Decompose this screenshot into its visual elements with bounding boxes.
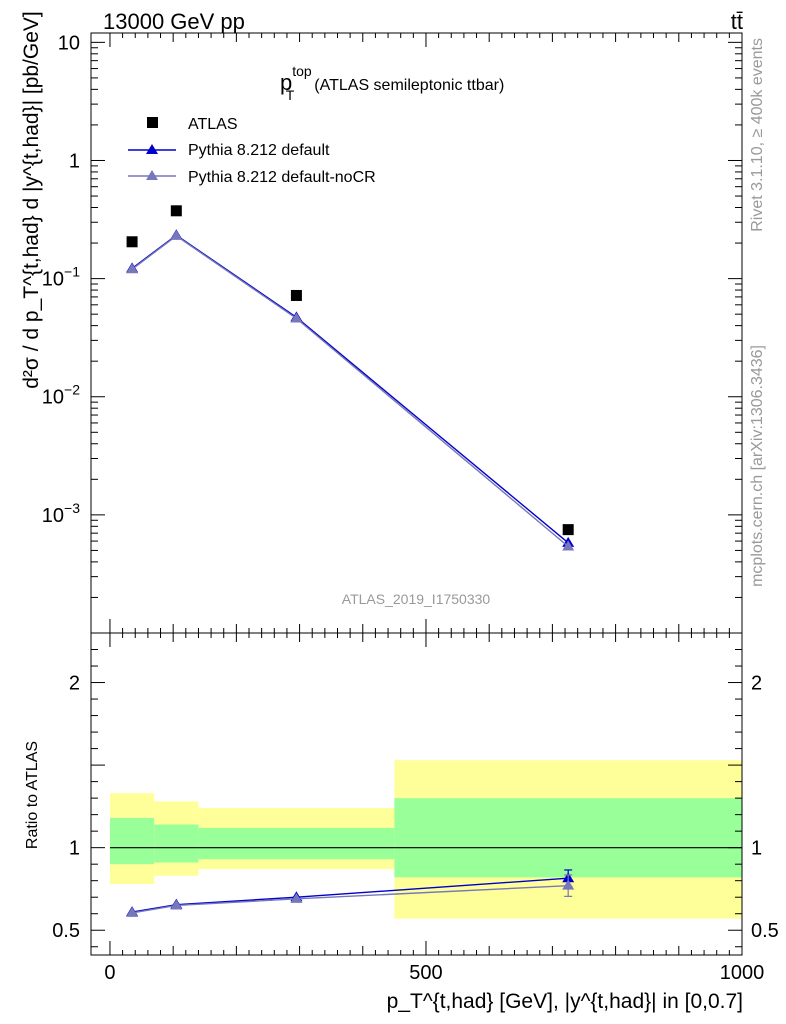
ratio-y-tick-label-right: 0.5 <box>751 920 779 942</box>
ratio-x-tick-labels: 0 500 1000 <box>104 962 764 984</box>
main-y-tick-label: 10−3 <box>42 500 80 527</box>
ratio-y-tick-label-right: 2 <box>751 673 762 695</box>
legend-atlas-marker <box>147 117 158 128</box>
default-series-line <box>131 234 569 544</box>
default-ratio-line <box>131 877 569 913</box>
ratio-y-tick-label-left: 1 <box>69 838 80 860</box>
atlas-data-point <box>126 236 138 248</box>
main-y-tick-label: 1 <box>69 150 80 172</box>
legend: ATLAS Pythia 8.212 default Pythia 8.212 … <box>128 116 376 186</box>
main-y-tick-label: 10−1 <box>42 264 80 291</box>
legend-default-label: Pythia 8.212 default <box>188 142 330 159</box>
atlas-data-point <box>170 205 182 217</box>
nocr-data-point <box>170 229 183 240</box>
rivet-version-label: Rivet 3.1.10, ≥ 400k events <box>749 38 766 232</box>
ratio-panel-frame <box>90 632 743 956</box>
plot-title: ptop T(ATLAS semileptonic ttbar) <box>280 63 504 103</box>
ratio-y-tick-labels: 0.5 0.5 1 1 2 2 <box>52 673 779 943</box>
ratio-axis-ticks <box>91 633 743 955</box>
main-y-axis-label: d²σ / d p_T^{t,had} d |y^{t,had}| [pb/Ge… <box>20 11 43 389</box>
stat-uncertainty-band <box>394 798 742 878</box>
main-y-tick-label: 10 <box>58 32 80 54</box>
energy-label: 13000 GeV pp <box>103 9 245 34</box>
stat-uncertainty-band <box>154 824 199 863</box>
nocr-data-point <box>126 263 139 274</box>
nocr-ratio-point <box>126 906 139 917</box>
ratio-y-tick-label-left: 2 <box>69 673 80 695</box>
ratio-x-tick-label: 1000 <box>720 962 765 984</box>
main-y-tick-label: 10−2 <box>42 382 80 409</box>
ratio-y-tick-label-left: 0.5 <box>52 920 80 942</box>
ratio-panel: 0.5 0.5 1 1 2 2 0 500 1000 Ratio to ATLAS p_T^{… <box>24 632 779 1013</box>
legend-nocr-label: Pythia 8.212 default-noCR <box>188 169 376 186</box>
ratio-x-tick-label: 500 <box>409 962 442 984</box>
legend-atlas-label: ATLAS <box>188 116 238 133</box>
stat-uncertainty-band <box>198 827 395 860</box>
ratio-series-marks <box>126 869 575 917</box>
main-panel: 10 1 10−1 10−2 10−3 ptop T(ATLAS semileptonic… <box>20 11 743 634</box>
atlas-data-point <box>562 524 574 536</box>
nocr-series-line <box>131 235 569 548</box>
nocr-ratio-point <box>562 879 575 890</box>
nocr-data-point <box>562 540 575 551</box>
process-label: tt̄ <box>731 9 743 34</box>
main-series-marks <box>126 205 575 551</box>
legend-nocr-marker <box>146 170 158 180</box>
nocr-ratio-point <box>290 892 303 903</box>
nocr-data-point <box>290 312 303 323</box>
mcplots-reference-label: mcplots.cern.ch [arXiv:1306.3436] <box>749 345 766 587</box>
analysis-watermark: ATLAS_2019_I1750330 <box>342 591 491 607</box>
stat-uncertainty-band <box>109 817 155 865</box>
nocr-ratio-line <box>131 884 569 914</box>
x-axis-label: p_T^{t,had} [GeV], |y^{t,had}| in [0,0.7… <box>387 990 743 1013</box>
ratio-y-tick-label-right: 1 <box>751 838 762 860</box>
legend-default-marker <box>146 144 158 154</box>
atlas-data-point <box>290 289 302 301</box>
main-axis-ticks <box>91 33 743 634</box>
ratio-y-axis-label: Ratio to ATLAS <box>24 741 41 849</box>
nocr-ratio-point <box>170 899 183 910</box>
ratio-x-tick-label: 0 <box>104 962 115 984</box>
ratio-uncertainty-bands <box>109 760 742 919</box>
main-y-tick-labels: 10 1 10−1 10−2 10−3 <box>42 32 80 527</box>
